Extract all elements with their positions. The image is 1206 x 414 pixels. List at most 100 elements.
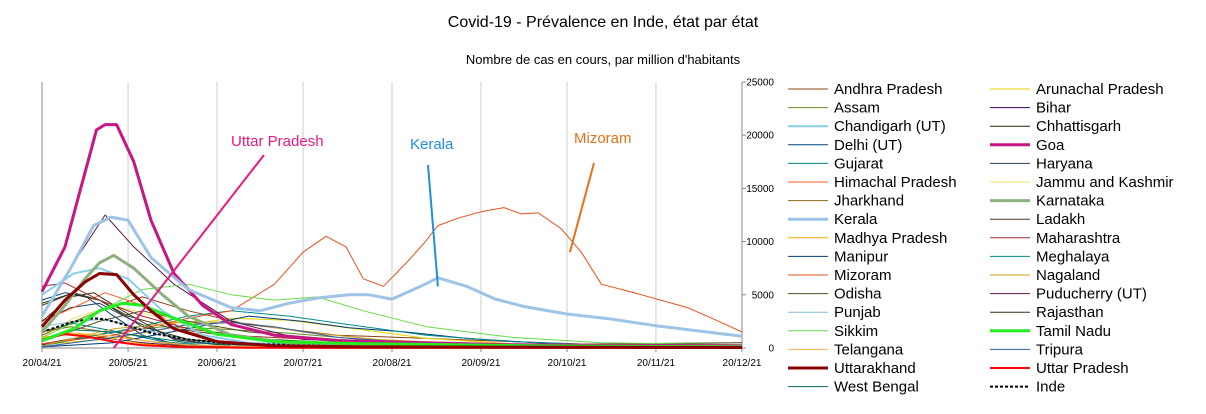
legend-item-gujarat: Gujarat [788,155,884,172]
annotation-line-kerala [427,164,439,287]
legend-item-bihar: Bihar [990,100,1071,117]
legend-item-madhya-pradesh: Madhya Pradesh [788,230,947,247]
legend-label: Chhattisgarh [1036,118,1121,135]
legend-item-goa: Goa [990,137,1065,154]
series-line-uttar-pradesh [41,333,742,349]
x-tick-label: 20/07/21 [284,358,323,369]
legend-label: Uttar Pradesh [1036,360,1129,377]
legend-label: Goa [1036,137,1065,154]
annotation-kerala: Kerala [410,136,454,153]
annotation-uttar-pradesh: Uttar Pradesh [231,133,324,150]
legend-label: Uttarakhand [834,360,916,377]
legend-item-tripura: Tripura [990,341,1084,358]
legend-item-punjab: Punjab [788,304,881,321]
legend-item-himachal-pradesh: Himachal Pradesh [788,174,957,191]
series-line-tamil-nadu [41,301,743,349]
legend-item-mizoram: Mizoram [788,267,892,284]
legend-label: Manipur [834,248,888,265]
legend-item-sikkim: Sikkim [788,323,878,340]
legend-item-karnataka: Karnataka [990,193,1105,210]
legend-item-uttar-pradesh: Uttar Pradesh [990,360,1129,377]
legend-label: Tripura [1036,341,1084,358]
y-tick-label: 10000 [746,237,774,248]
legend-label: Puducherry (UT) [1036,286,1147,303]
legend-item-chandigarh-ut: Chandigarh (UT) [788,118,946,135]
legend-label: Delhi (UT) [834,137,902,154]
legend-item-maharashtra: Maharashtra [990,230,1121,247]
x-tick-label: 20/04/21 [23,358,62,369]
legend-item-odisha: Odisha [788,286,882,303]
y-tick-label: 5000 [752,290,775,301]
series-line-meghalaya [41,310,743,348]
legend-item-jammu-and-kashmir: Jammu and Kashmir [990,174,1174,191]
legend-label: Sikkim [834,323,878,340]
y-tick-label: 15000 [746,184,774,195]
y-tick-label: 0 [768,344,774,355]
legend-item-uttarakhand: Uttarakhand [788,360,916,377]
series-line-mizoram [41,207,743,345]
legend-item-kerala: Kerala [788,211,878,228]
legend-label: Ladakh [1036,211,1085,228]
legend-item-west-bengal: West Bengal [788,379,919,396]
legend-item-tamil-nadu: Tamil Nadu [990,323,1111,340]
chart-subtitle: Nombre de cas en cours, par million d'ha… [466,52,741,67]
legend-item-rajasthan: Rajasthan [990,304,1104,321]
legend-label: Telangana [834,341,904,358]
x-tick-label: 20/11/21 [637,358,676,369]
legend-label: Inde [1036,379,1065,396]
y-tick-label: 25000 [746,78,774,89]
legend-item-arunachal-pradesh: Arunachal Pradesh [990,81,1164,98]
chart-title: Covid-19 - Prévalence en Inde, état par … [448,14,759,31]
y-tick-label: 20000 [746,131,774,142]
x-tick-label: 20/08/21 [373,358,412,369]
legend-item-delhi-ut: Delhi (UT) [788,137,902,154]
legend-label: Jammu and Kashmir [1036,174,1174,191]
legend-label: Bihar [1036,100,1071,117]
legend-label: Himachal Pradesh [834,174,957,191]
x-tick-label: 20/06/21 [198,358,237,369]
legend-label: Gujarat [834,155,884,172]
series-line-kerala [40,215,743,338]
legend-item-assam: Assam [788,100,880,117]
legend-label: Mizoram [834,267,892,284]
legend-label: Tamil Nadu [1036,323,1111,340]
annotation-line-mizoram [568,162,595,253]
legend-label: Arunachal Pradesh [1036,81,1164,98]
annotation-line-uttar-pradesh [112,154,265,349]
annotation-layer: Uttar Pradesh Kerala Mizoram [112,130,632,349]
legend-item-puducherry-ut: Puducherry (UT) [990,286,1147,303]
legend-item-ladakh: Ladakh [990,211,1085,228]
x-tick-label: 20/10/21 [548,358,587,369]
legend-label: Kerala [834,211,878,228]
series-line-sikkim [41,283,743,346]
legend-label: Andhra Pradesh [834,81,942,98]
legend-item-jharkhand: Jharkhand [788,193,904,210]
legend-label: Nagaland [1036,267,1100,284]
legend-label: Karnataka [1036,193,1105,210]
series-layer [40,123,743,349]
x-tick-label: 20/05/21 [109,358,148,369]
legend-label: Punjab [834,304,881,321]
legend-label: Meghalaya [1036,248,1110,265]
legend-label: Jharkhand [834,193,904,210]
legend: Andhra Pradesh Arunachal Pradesh Assam Biha… [788,81,1174,396]
legend-label: Maharashtra [1036,230,1121,247]
x-tick-label: 20/09/21 [461,358,500,369]
x-tick-label: 20/12/21 [723,358,762,369]
legend-item-meghalaya: Meghalaya [990,248,1110,265]
legend-item-andhra-pradesh: Andhra Pradesh [788,81,942,98]
legend-label: Rajasthan [1036,304,1104,321]
legend-label: Assam [834,100,880,117]
legend-label: Madhya Pradesh [834,230,947,247]
legend-item-telangana: Telangana [788,341,904,358]
series-line-goa [40,123,743,348]
legend-item-haryana: Haryana [990,155,1093,172]
annotation-mizoram: Mizoram [574,130,632,147]
legend-label: West Bengal [834,379,919,396]
legend-item-nagaland: Nagaland [990,267,1100,284]
legend-item-chhattisgarh: Chhattisgarh [990,118,1121,135]
legend-item-manipur: Manipur [788,248,888,265]
legend-label: Chandigarh (UT) [834,118,946,135]
legend-item-inde: Inde [990,379,1065,396]
